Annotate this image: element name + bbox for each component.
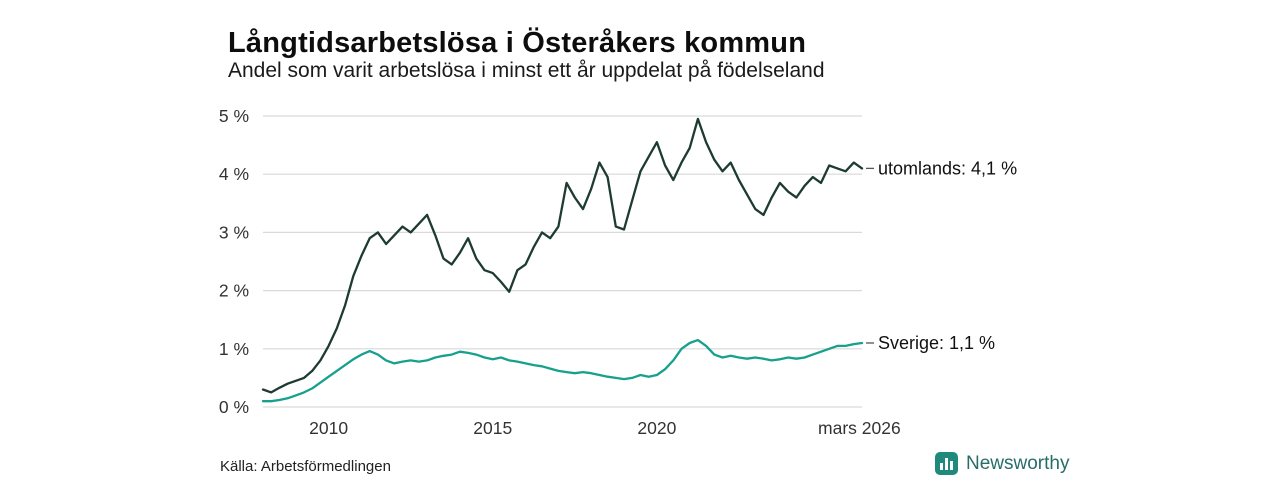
newsworthy-logo: Newsworthy <box>935 452 1069 475</box>
x-tick-label-mars-2026: mars 2026 <box>818 418 901 438</box>
x-tick-label-2010: 2010 <box>309 418 348 438</box>
y-tick-label-4: 4 % <box>219 164 249 184</box>
x-tick-label-2015: 2015 <box>473 418 512 438</box>
newsworthy-logo-text: Newsworthy <box>966 452 1070 474</box>
y-tick-label-2: 2 % <box>219 281 249 301</box>
series-end-label-utomlands: utomlands: 4,1 % <box>878 158 1017 178</box>
line-chart: 0 % 1 % 2 % 3 % 4 % 5 % 2010 2015 2020 mars 2026 u… <box>180 100 1140 450</box>
y-tick-label-0: 0 % <box>219 397 249 417</box>
source-note: Källa: Arbetsförmedlingen <box>220 458 391 475</box>
newsworthy-logo-icon <box>935 452 958 475</box>
series-line-utomlands <box>261 117 864 394</box>
series-end-label-Sverige: Sverige: 1,1 % <box>878 333 995 353</box>
page-subtitle: Andel som varit arbetslösa i minst ett å… <box>228 59 825 82</box>
y-tick-label-5: 5 % <box>219 106 249 126</box>
y-tick-label-3: 3 % <box>219 222 249 242</box>
y-tick-label-1: 1 % <box>219 339 249 359</box>
line-chart-svg: 0 % 1 % 2 % 3 % 4 % 5 % 2010 2015 2020 mars 2026 u… <box>219 106 1017 438</box>
x-tick-label-2020: 2020 <box>637 418 676 438</box>
series-line-Sverige <box>261 338 864 403</box>
page-title: Långtidsarbetslösa i Österåkers kommun <box>228 27 807 60</box>
